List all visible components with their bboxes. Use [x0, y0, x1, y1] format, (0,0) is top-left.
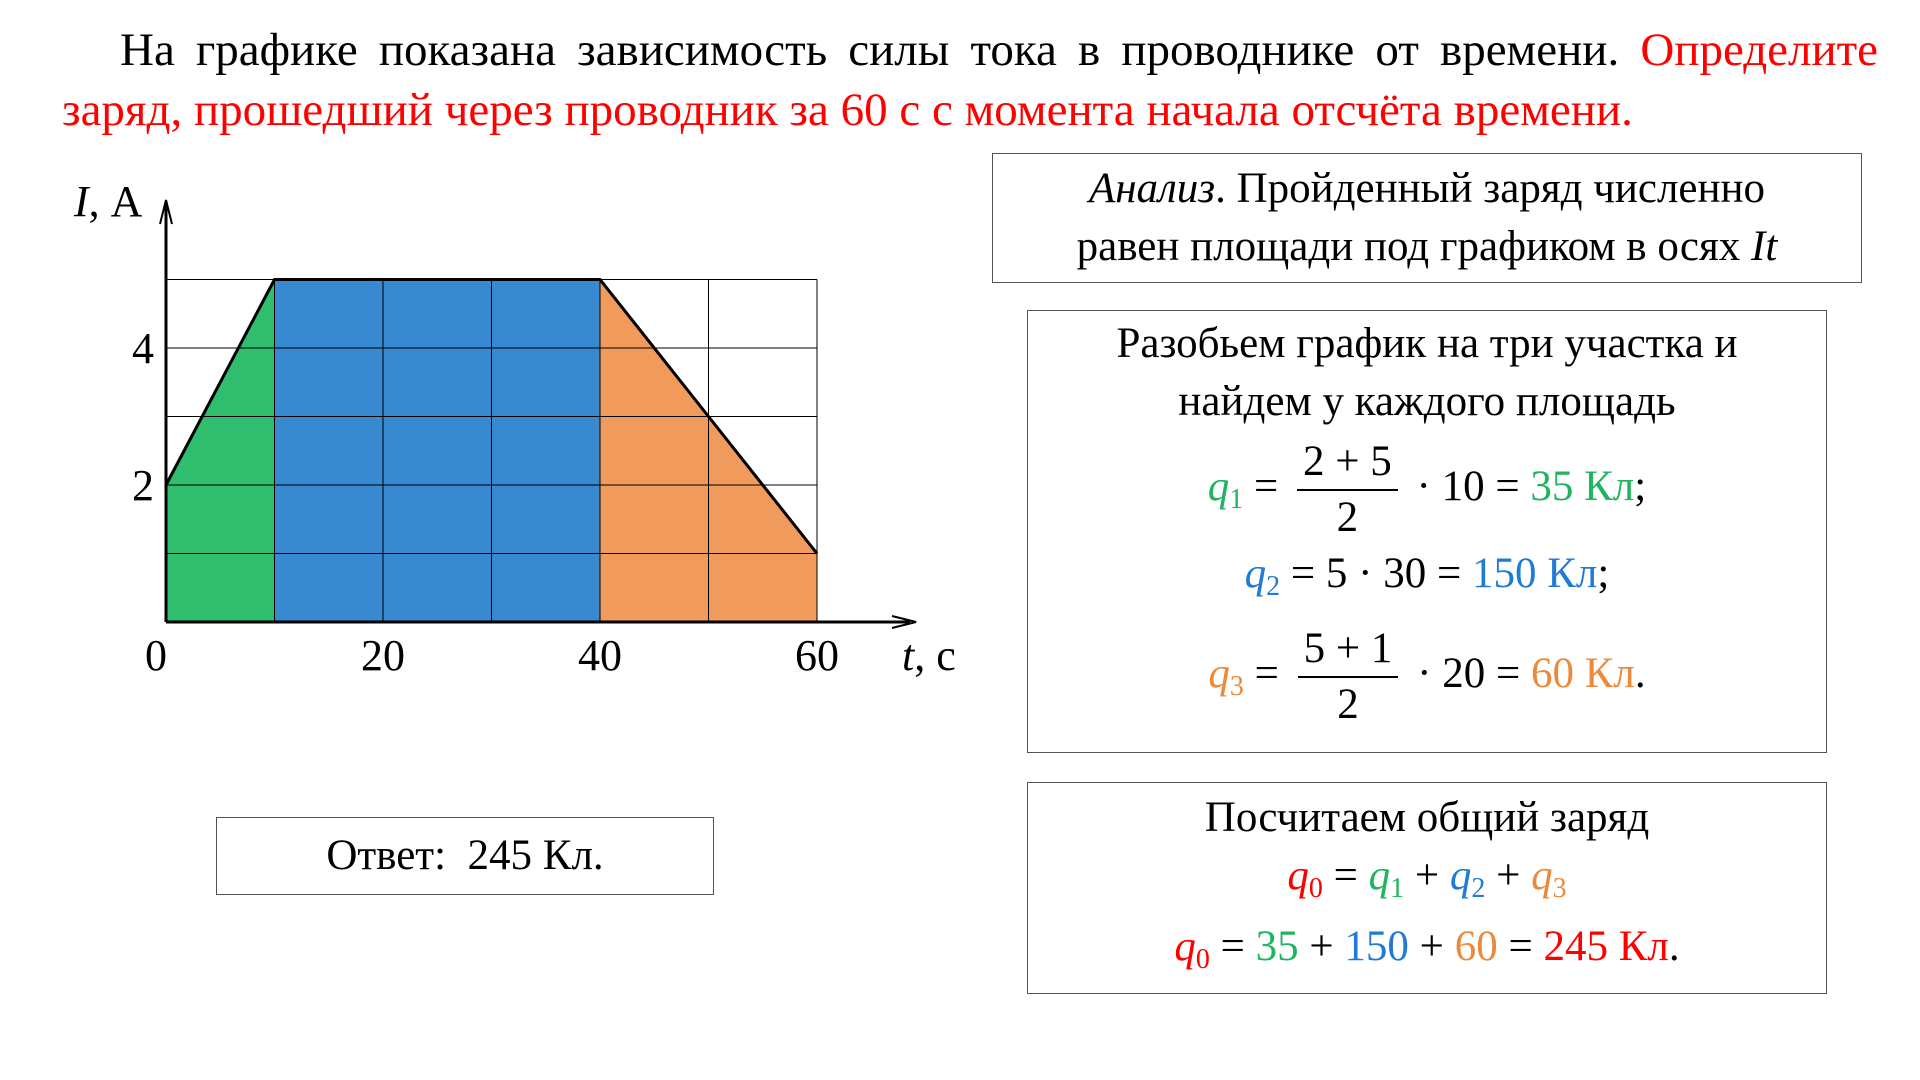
split-text-1: Разобьем график на три участка и	[1116, 320, 1738, 367]
y-tick-label: 4	[132, 324, 154, 373]
x-tick-label: 60	[795, 631, 839, 680]
x-tick-label: 40	[578, 631, 622, 680]
problem-statement: На графике показана зависимость силы ток…	[62, 20, 1878, 140]
analysis-text-1: . Пройденный заряд численно	[1215, 165, 1766, 212]
total-numeric: q0 = 35 + 150 + 60 = 245 Кл.	[1174, 923, 1680, 975]
answer-box: Ответ: 245 Кл.	[216, 817, 714, 895]
area-region-2	[274, 279, 600, 622]
x-tick-label: 0	[145, 631, 167, 680]
problem-question: Определите заряд, прошедший через провод…	[62, 24, 1878, 136]
analysis-text-2: равен площади под графиком в осях	[1076, 223, 1752, 270]
y-axis-arrow	[159, 199, 173, 225]
x-tick-label: 20	[361, 631, 405, 680]
split-box: Разобьем график на три участка и найдем …	[1027, 310, 1827, 753]
y-tick-label: 2	[132, 461, 154, 510]
analysis-box: Анализ. Пройденный заряд численно равен …	[992, 153, 1862, 283]
problem-text: На графике показана зависимость силы ток…	[120, 24, 1641, 76]
total-box: Посчитаем общий заряд q0 = q1 + q2 + q3 …	[1027, 782, 1827, 994]
current-time-chart: 0 20 40 60 2 4 I, А t, с	[73, 177, 956, 680]
analysis-label: Анализ	[1088, 165, 1216, 212]
answer-value: 245 Кл.	[467, 832, 604, 879]
analysis-axes: It	[1751, 223, 1778, 270]
y-axis-label: I, А	[73, 177, 143, 226]
current-line	[164, 278, 819, 555]
answer-label: Ответ:	[326, 832, 447, 879]
area-region-1	[166, 279, 275, 622]
x-axis-arrow	[891, 615, 917, 629]
x-axis-label: t, с	[902, 631, 956, 680]
split-text-2: найдем у каждого площадь	[1178, 378, 1676, 425]
total-text: Посчитаем общий заряд	[1204, 794, 1650, 841]
q2-formula: q2 = 5 · 30 = 150 Кл;	[1244, 550, 1610, 602]
total-symbolic: q0 = q1 + q2 + q3	[1287, 852, 1567, 904]
